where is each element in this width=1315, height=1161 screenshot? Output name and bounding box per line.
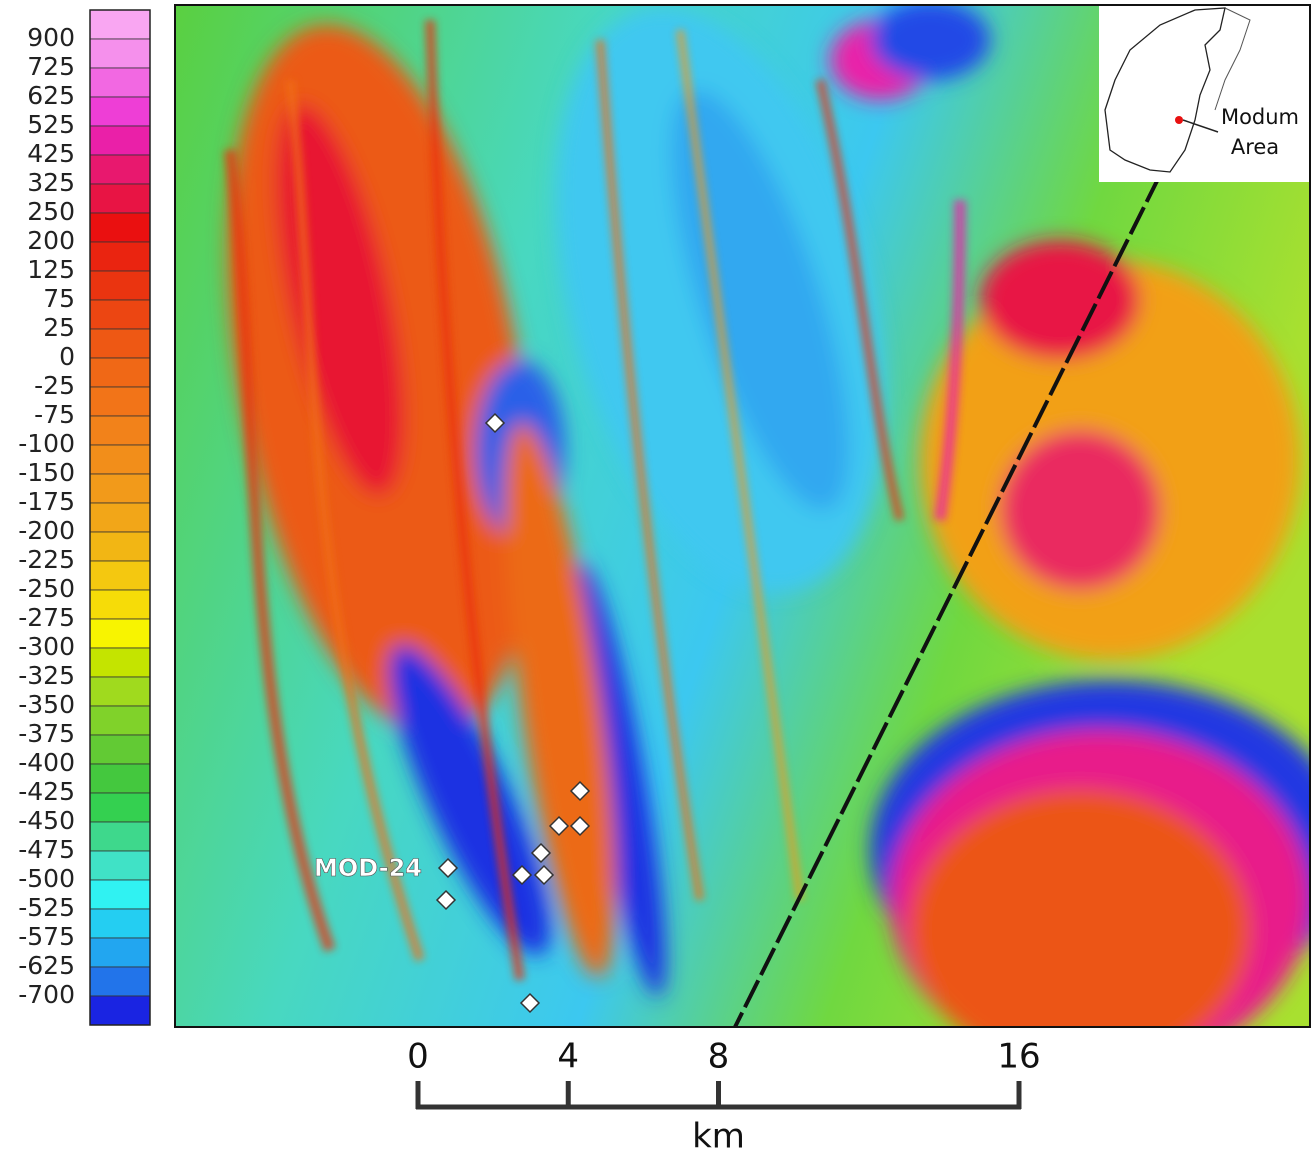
colorbar-swatch xyxy=(90,242,150,271)
colorbar-swatch xyxy=(90,996,150,1025)
colorbar-swatch xyxy=(90,503,150,532)
colorbar-label: -450 xyxy=(18,806,75,835)
colorbar-label: -175 xyxy=(18,487,75,516)
colorbar-label: -575 xyxy=(18,922,75,951)
scale-bar-label: 16 xyxy=(997,1037,1040,1077)
colorbar-swatch xyxy=(90,532,150,561)
colorbar-swatch xyxy=(90,561,150,590)
colorbar-swatch xyxy=(90,793,150,822)
colorbar-swatch xyxy=(90,10,150,39)
colorbar-swatch xyxy=(90,735,150,764)
sample-label: MOD-24 xyxy=(314,854,422,882)
modum-dot xyxy=(1175,116,1183,124)
colorbar-swatch xyxy=(90,358,150,387)
colorbar-label: -375 xyxy=(18,719,75,748)
colorbar-label: 525 xyxy=(27,110,75,139)
colorbar-label: 125 xyxy=(27,255,75,284)
colorbar-swatch xyxy=(90,822,150,851)
colorbar-label: -425 xyxy=(18,777,75,806)
colorbar-label: 0 xyxy=(59,342,75,371)
inset-label: Modum xyxy=(1221,105,1299,129)
colorbar-swatch xyxy=(90,474,150,503)
colorbar-label: -475 xyxy=(18,835,75,864)
colorbar-swatch xyxy=(90,967,150,996)
colorbar-label: 200 xyxy=(27,226,75,255)
colorbar: 90072562552542532525020012575250-25-75-1… xyxy=(18,10,150,1025)
colorbar-label: -250 xyxy=(18,574,75,603)
colorbar-label: 25 xyxy=(43,313,75,342)
colorbar-label: -25 xyxy=(34,371,75,400)
inset-label: Area xyxy=(1231,135,1279,159)
page: 90072562552542532525020012575250-25-75-1… xyxy=(0,0,1315,1161)
colorbar-label: -700 xyxy=(18,980,75,1009)
colorbar-label: 250 xyxy=(27,197,75,226)
scale-bar-label: 0 xyxy=(407,1037,429,1077)
colorbar-swatch xyxy=(90,155,150,184)
colorbar-label: -300 xyxy=(18,632,75,661)
colorbar-label: -500 xyxy=(18,864,75,893)
colorbar-label: -75 xyxy=(34,400,75,429)
scale-bar-label: 8 xyxy=(708,1037,730,1077)
colorbar-swatch xyxy=(90,184,150,213)
colorbar-swatch xyxy=(90,300,150,329)
colorbar-label: -525 xyxy=(18,893,75,922)
colorbar-label: -200 xyxy=(18,516,75,545)
colorbar-label: 425 xyxy=(27,139,75,168)
colorbar-swatch xyxy=(90,590,150,619)
colorbar-label: 75 xyxy=(43,284,75,313)
colorbar-label: -400 xyxy=(18,748,75,777)
colorbar-swatch xyxy=(90,880,150,909)
colorbar-label: 725 xyxy=(27,52,75,81)
colorbar-swatch xyxy=(90,764,150,793)
colorbar-swatch xyxy=(90,126,150,155)
colorbar-swatch xyxy=(90,445,150,474)
colorbar-label: -625 xyxy=(18,951,75,980)
colorbar-swatch xyxy=(90,97,150,126)
colorbar-swatch xyxy=(90,416,150,445)
colorbar-swatch xyxy=(90,619,150,648)
scale-bar-unit: km xyxy=(692,1117,745,1157)
colorbar-label: 900 xyxy=(27,23,75,52)
scale-bar: 0 4 8 16 km xyxy=(407,1037,1040,1157)
colorbar-swatch xyxy=(90,68,150,97)
colorbar-swatch xyxy=(90,329,150,358)
colorbar-swatch xyxy=(90,677,150,706)
inset-map: Modum Area xyxy=(1099,6,1309,182)
colorbar-swatch xyxy=(90,938,150,967)
colorbar-swatch xyxy=(90,213,150,242)
colorbar-label: 325 xyxy=(27,168,75,197)
colorbar-swatch xyxy=(90,271,150,300)
scale-bar-label: 4 xyxy=(557,1037,579,1077)
colorbar-swatch xyxy=(90,851,150,880)
colorbar-swatch xyxy=(90,387,150,416)
colorbar-label: 625 xyxy=(27,81,75,110)
colorbar-label: -275 xyxy=(18,603,75,632)
colorbar-swatch xyxy=(90,706,150,735)
colorbar-label: -100 xyxy=(18,429,75,458)
colorbar-swatch xyxy=(90,648,150,677)
colorbar-label: -325 xyxy=(18,661,75,690)
colorbar-swatch xyxy=(90,909,150,938)
colorbar-label: -225 xyxy=(18,545,75,574)
colorbar-swatch xyxy=(90,39,150,68)
colorbar-label: -150 xyxy=(18,458,75,487)
colorbar-label: -350 xyxy=(18,690,75,719)
